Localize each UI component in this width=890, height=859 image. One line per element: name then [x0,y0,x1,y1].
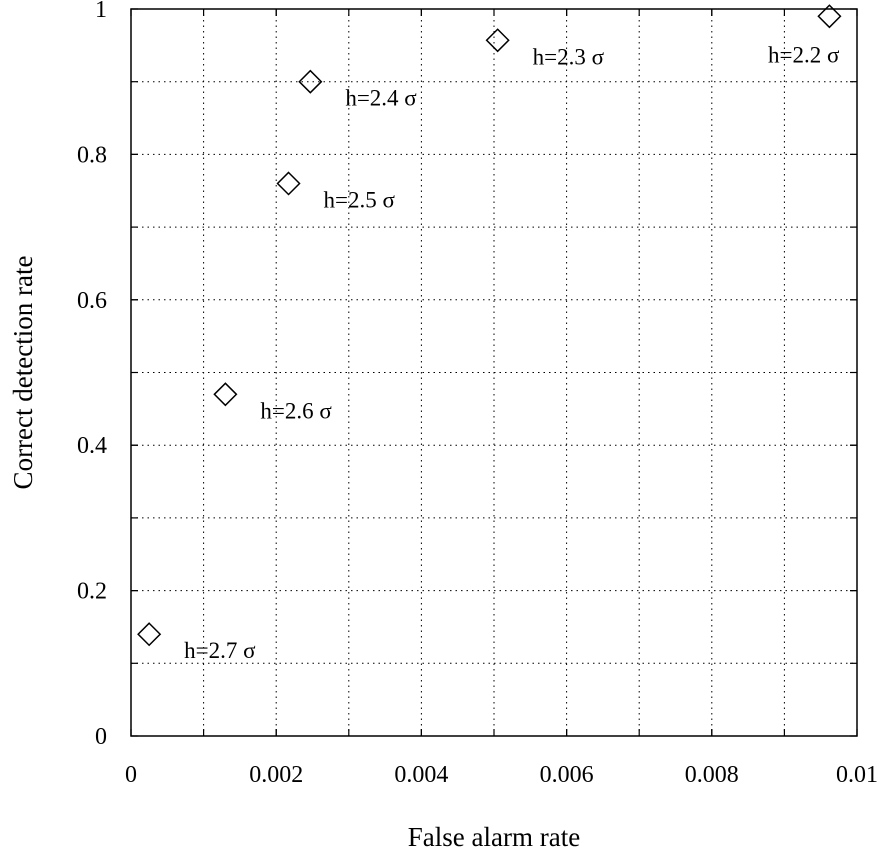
x-axis-label: False alarm rate [408,822,580,852]
grid-lines [131,9,857,736]
y-tick-labels: 0 0.2 0.4 0.6 0.8 1 [77,0,107,750]
y-tick-label: 0.8 [77,142,107,168]
data-point-label: h=2.3 σ [533,44,605,69]
x-tick-labels: 0 0.002 0.004 0.006 0.008 0.01 [125,762,878,788]
data-point-label: h=2.6 σ [260,398,332,423]
x-tick-label: 0.006 [540,762,594,788]
x-tick-label: 0.01 [836,762,878,788]
x-tick-label: 0.002 [249,762,303,788]
y-axis-label: Correct detection rate [8,256,38,490]
data-point-marker [276,171,301,196]
axis-ticks [130,8,858,737]
data-point-marker [137,622,162,647]
x-tick-label: 0 [125,762,137,788]
data-point-label: h=2.7 σ [184,638,256,663]
y-tick-label: 0.6 [77,288,107,314]
x-tick-label: 0.004 [394,762,448,788]
y-tick-label: 0 [95,724,107,750]
point-labels: h=2.7 σ h=2.6 σ h=2.5 σ h=2.4 σ h=2.3 σ h=2.2… [184,42,840,663]
data-point-label: h=2.2 σ [768,42,840,67]
data-point-marker [213,382,238,407]
data-point-label: h=2.5 σ [324,187,396,212]
data-point-marker [298,69,323,94]
data-point-marker [485,28,510,53]
y-tick-label: 0.4 [77,433,107,459]
data-point-marker [817,4,842,29]
data-points [137,4,842,647]
x-tick-label: 0.008 [685,762,739,788]
data-point-label: h=2.4 σ [345,86,417,111]
y-tick-label: 1 [95,0,107,23]
y-tick-label: 0.2 [77,579,107,605]
